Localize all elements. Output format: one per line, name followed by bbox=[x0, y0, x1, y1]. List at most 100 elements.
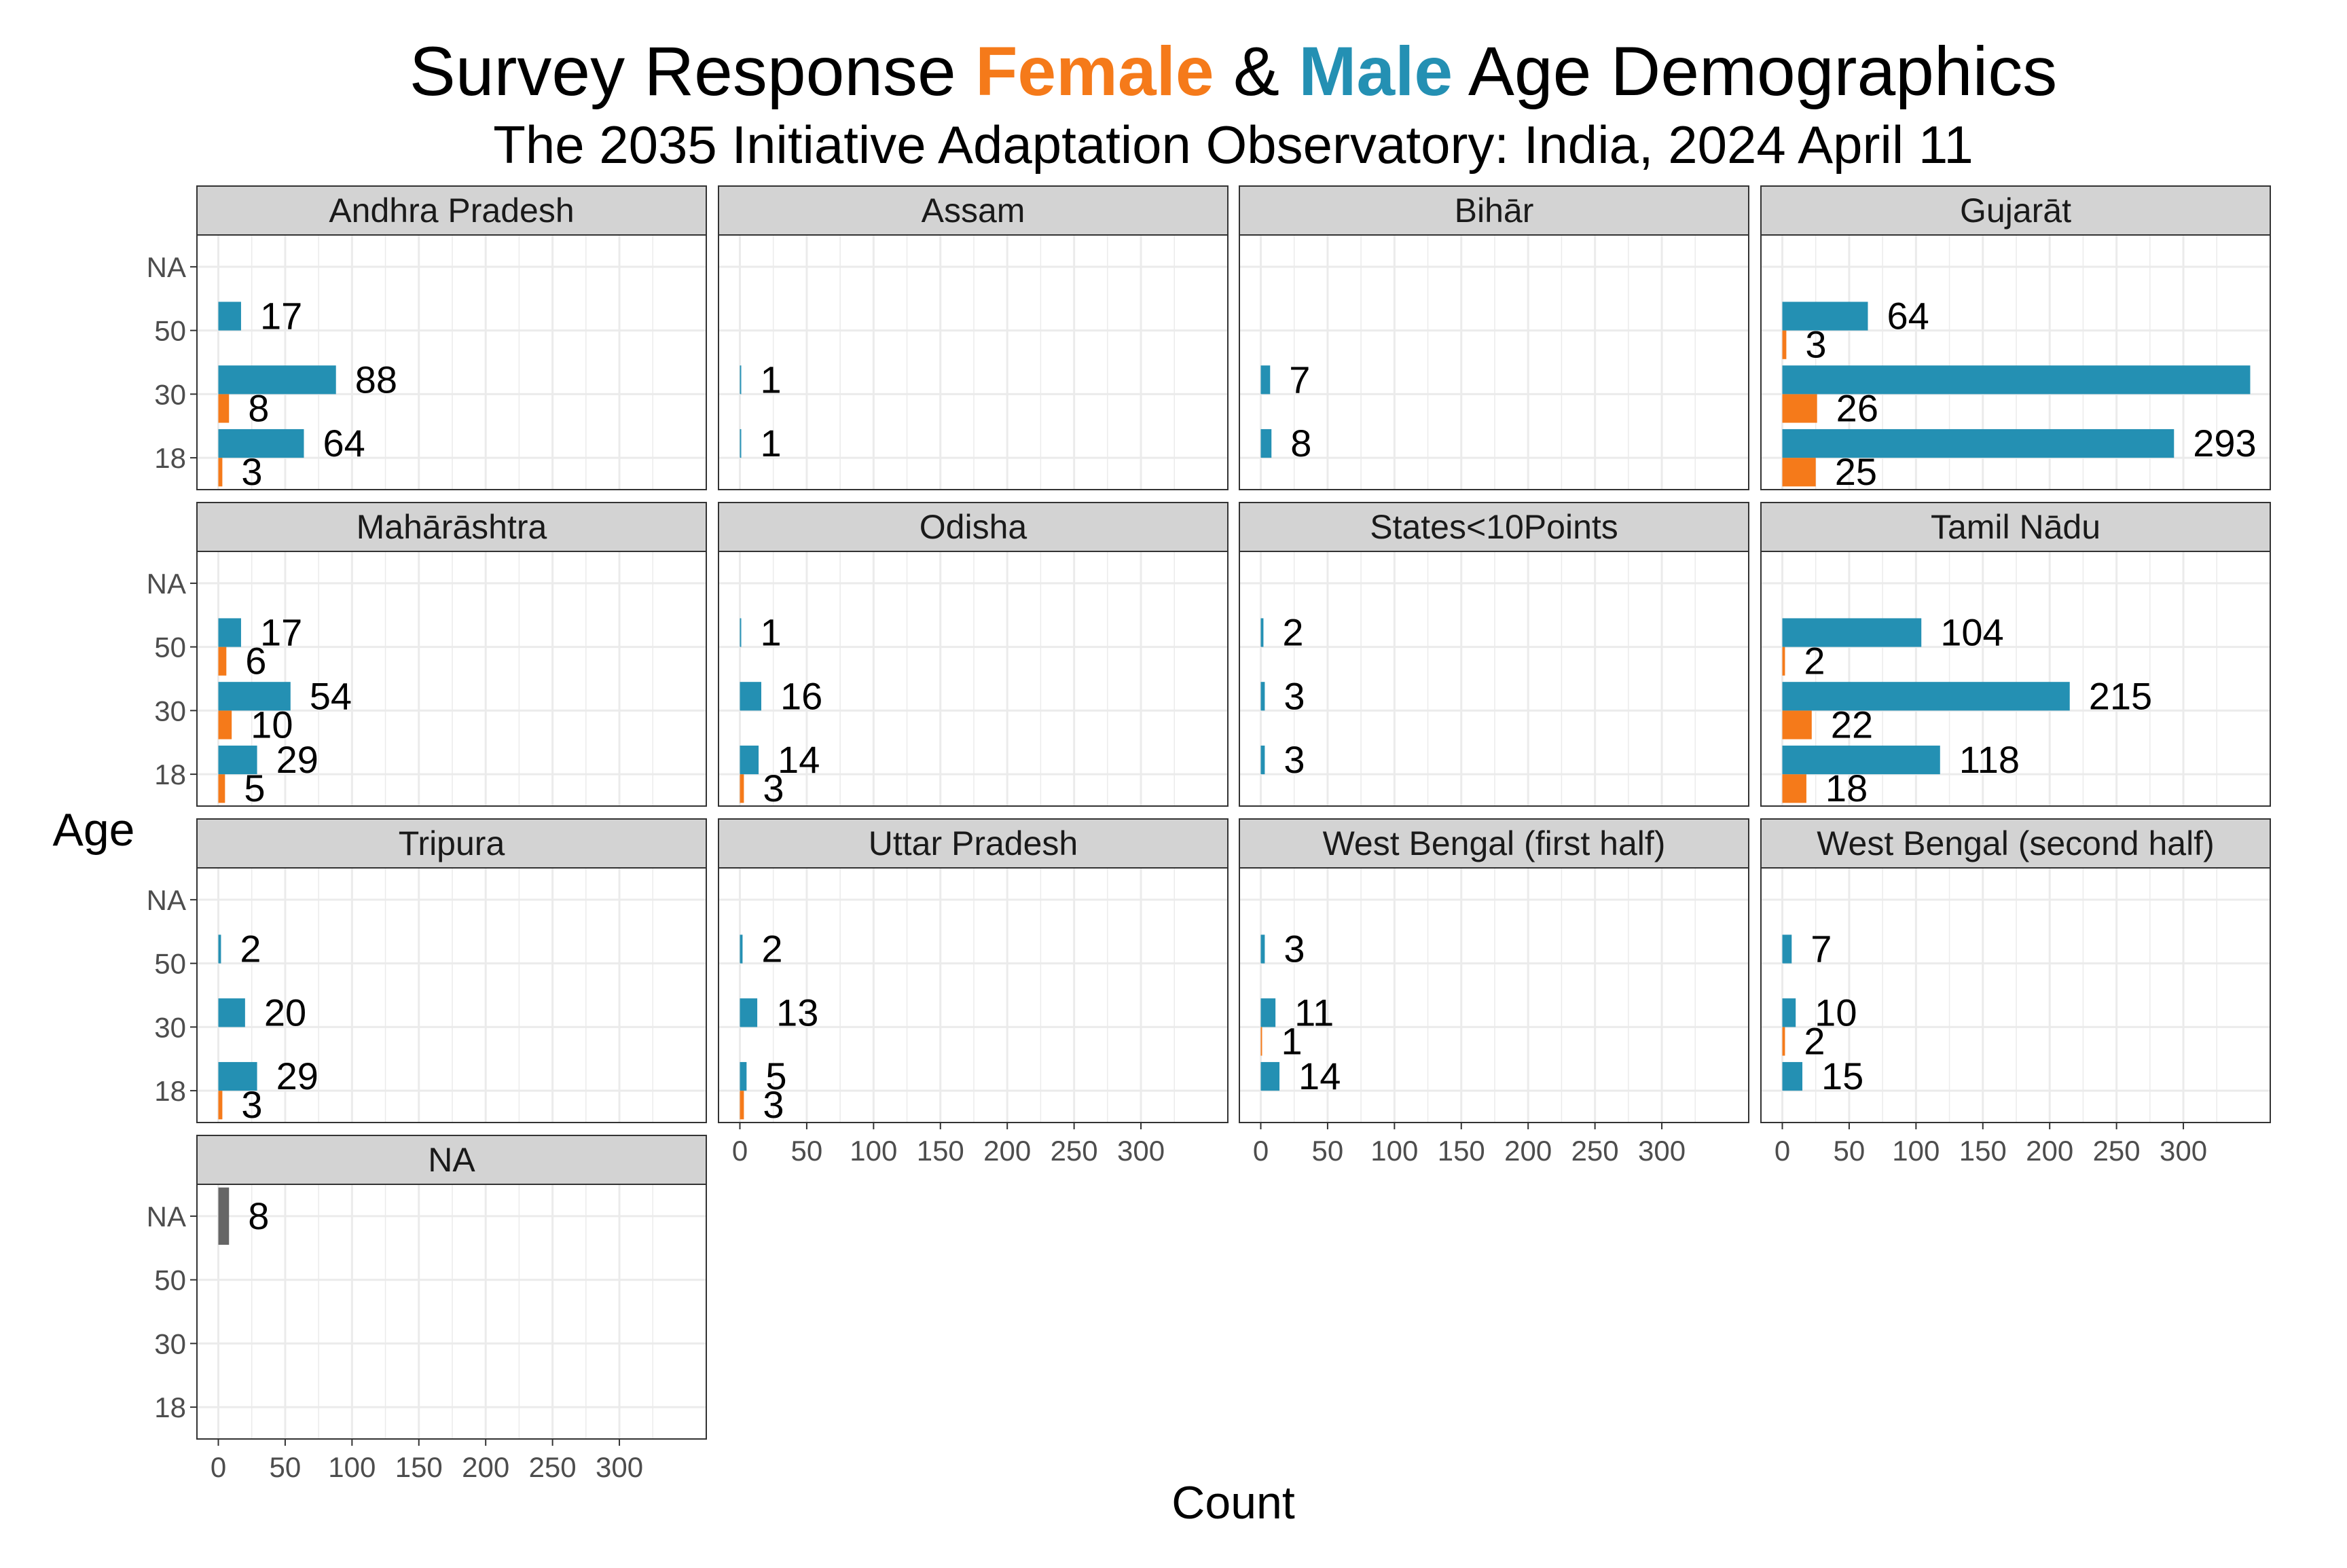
data-label: 3 bbox=[763, 767, 784, 809]
facet-panel: NA 8 18 30 50 NA 0 50 100 150 200 250 300 bbox=[147, 1135, 707, 1483]
x-tick-label: 150 bbox=[395, 1451, 443, 1483]
data-label: 14 bbox=[1298, 1055, 1341, 1097]
bar-male-age-18 bbox=[740, 745, 759, 775]
data-label: 7 bbox=[1811, 928, 1832, 970]
data-label: 2 bbox=[761, 928, 782, 970]
x-axis-label: Count bbox=[1171, 1477, 1295, 1529]
bar-male-age-50 bbox=[1782, 934, 1792, 964]
title-amp: & bbox=[1214, 33, 1299, 110]
x-tick-label: 250 bbox=[1051, 1135, 1098, 1167]
data-label: 3 bbox=[1284, 674, 1305, 717]
x-tick-label: 50 bbox=[1834, 1135, 1866, 1167]
bar-female-age-50 bbox=[1782, 646, 1785, 676]
bar-female-age-18 bbox=[1782, 458, 1816, 487]
facet-strip-label: Odisha bbox=[920, 508, 1027, 546]
facet-panel: Bihār 8 7 bbox=[1239, 185, 1749, 490]
facet-strip-label: West Bengal (second half) bbox=[1817, 824, 2215, 862]
bar-male-age-18 bbox=[740, 1061, 747, 1091]
bar-female-age-18 bbox=[1782, 774, 1806, 803]
data-label: 54 bbox=[310, 674, 352, 717]
facet-strip bbox=[718, 818, 1229, 869]
y-tick-label: 30 bbox=[154, 1328, 186, 1360]
x-tick-label: 100 bbox=[1370, 1135, 1418, 1167]
y-tick-label: NA bbox=[147, 884, 186, 916]
data-label: 29 bbox=[276, 738, 319, 781]
bar-male-age-18 bbox=[218, 1061, 257, 1091]
facet-strip bbox=[196, 185, 707, 236]
bar-female-age-50 bbox=[1782, 330, 1787, 359]
bar-male-age-50 bbox=[740, 618, 742, 647]
bar-female-age-30 bbox=[1782, 710, 1812, 740]
data-label: 118 bbox=[1959, 738, 2020, 781]
x-tick-label: 0 bbox=[732, 1135, 748, 1167]
data-label: 11 bbox=[1294, 991, 1334, 1034]
panel-background bbox=[718, 551, 1228, 806]
data-label: 20 bbox=[264, 991, 306, 1034]
x-tick-label: 0 bbox=[211, 1451, 226, 1483]
bar-male-age-18 bbox=[218, 745, 257, 775]
panel-border bbox=[196, 867, 707, 1123]
bar-male-age-50 bbox=[1260, 618, 1264, 647]
x-tick-label: 100 bbox=[850, 1135, 897, 1167]
bar-male-age-18 bbox=[1782, 429, 2175, 458]
facet-panels: Andhra Pradesh36488817183050NAAssam11Bih… bbox=[147, 185, 2271, 1483]
x-tick-label: 200 bbox=[1504, 1135, 1552, 1167]
x-tick-label: 150 bbox=[1959, 1135, 2007, 1167]
data-label: 3 bbox=[1284, 738, 1305, 781]
bar-female-age-18 bbox=[218, 458, 223, 487]
y-tick-label: 50 bbox=[154, 1264, 186, 1296]
x-tick-label: 250 bbox=[2093, 1135, 2141, 1167]
panel-background bbox=[718, 868, 1228, 1123]
bar-female-age-30 bbox=[218, 710, 232, 740]
facet-strip bbox=[1239, 185, 1749, 236]
data-label: 17 bbox=[260, 611, 302, 654]
x-tick-label: 50 bbox=[1312, 1135, 1344, 1167]
data-label: 1 bbox=[760, 422, 781, 464]
bar-male-age-50 bbox=[218, 618, 241, 647]
facet-strip-label: NA bbox=[428, 1141, 475, 1179]
bar-male-age-30 bbox=[218, 682, 291, 711]
facet-strip-label: Bihār bbox=[1455, 192, 1534, 230]
panel-background bbox=[1239, 235, 1749, 490]
bar-male-age-50 bbox=[218, 934, 221, 964]
y-axis-label: Age bbox=[53, 804, 135, 856]
panel-border bbox=[1239, 867, 1749, 1123]
panel-border bbox=[1239, 234, 1749, 490]
data-label: 13 bbox=[776, 991, 818, 1034]
y-tick-label: 18 bbox=[154, 759, 186, 790]
x-tick-label: 0 bbox=[1775, 1135, 1790, 1167]
data-label: 15 bbox=[1821, 1055, 1863, 1097]
y-tick-label: 18 bbox=[154, 442, 186, 474]
bar-male-age-30 bbox=[740, 365, 742, 395]
facet-strip bbox=[1239, 502, 1749, 552]
bar-male-age-30 bbox=[218, 998, 245, 1027]
panel-background bbox=[718, 235, 1228, 490]
data-label: 88 bbox=[355, 358, 397, 401]
data-label: 2 bbox=[1282, 611, 1303, 654]
panel-border bbox=[718, 234, 1229, 490]
x-tick-label: 200 bbox=[462, 1451, 509, 1483]
x-tick-label: 50 bbox=[791, 1135, 823, 1167]
facet-strip bbox=[196, 818, 707, 869]
facet-strip-label: Tripura bbox=[399, 824, 505, 862]
bar-male-age-18 bbox=[740, 429, 742, 458]
data-label: 1 bbox=[1281, 1019, 1302, 1062]
x-tick-label: 200 bbox=[983, 1135, 1031, 1167]
panel-border bbox=[718, 867, 1229, 1123]
panel-background bbox=[197, 1184, 706, 1439]
y-tick-label: NA bbox=[147, 251, 186, 283]
y-tick-label: 50 bbox=[154, 948, 186, 980]
bar-male-age-30 bbox=[740, 682, 761, 711]
title-male: Male bbox=[1298, 33, 1453, 110]
title-suffix: Age Demographics bbox=[1453, 33, 2057, 110]
data-label: 293 bbox=[2193, 422, 2256, 464]
bar-male-age-30 bbox=[1260, 998, 1276, 1027]
facet-strip bbox=[196, 502, 707, 552]
data-label: 17 bbox=[260, 295, 302, 338]
bar-female-age-18 bbox=[740, 774, 744, 803]
